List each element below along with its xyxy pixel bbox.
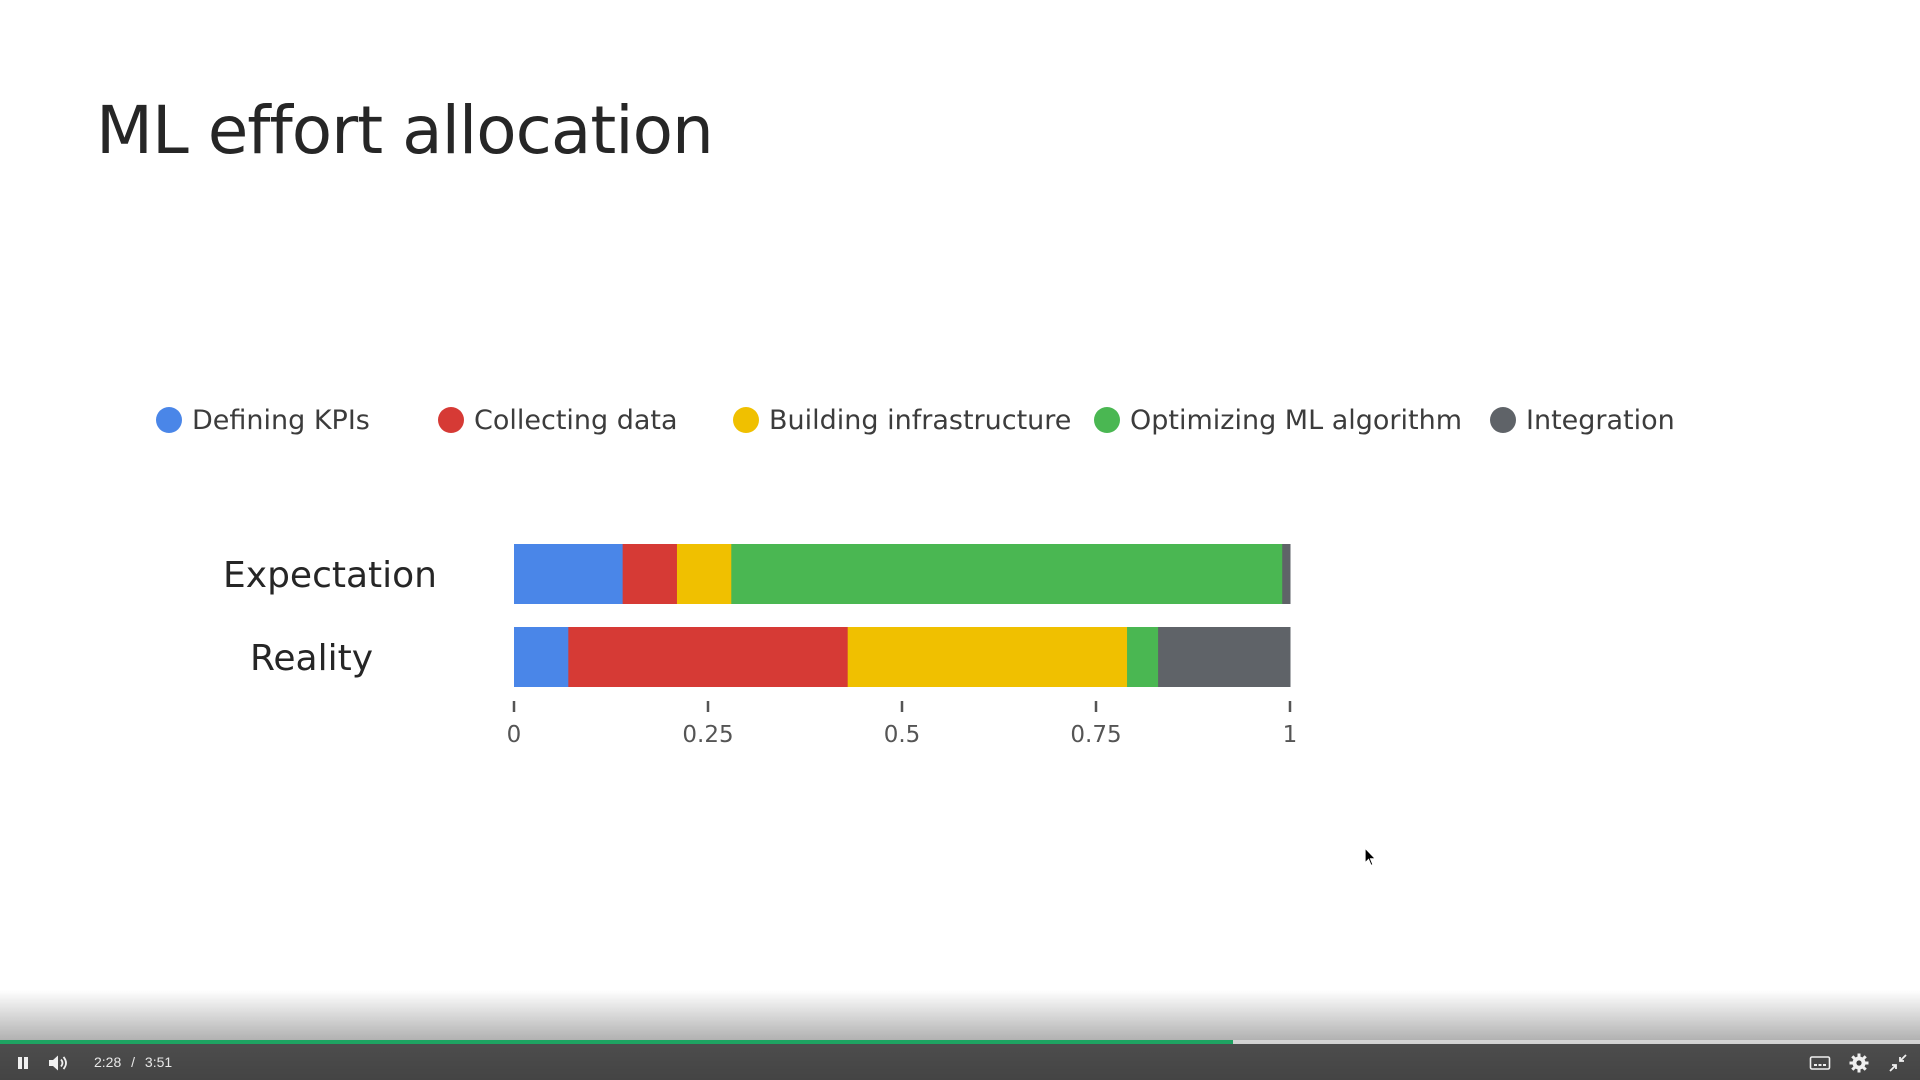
x-axis-tick-label: 0.25 (682, 722, 733, 748)
x-axis-tick-label: 0.75 (1070, 722, 1121, 748)
bar-segment-expectation-defining-kpis (514, 544, 624, 604)
legend-dot-icon (733, 407, 759, 433)
exit-fullscreen-button[interactable] (1885, 1052, 1911, 1074)
legend-dot-icon (1094, 407, 1120, 433)
exit-fullscreen-icon (1889, 1054, 1907, 1072)
stacked-bar-chart: Expectation Reality 0 0.25 0.5 0.75 1 (223, 544, 1298, 748)
bar-segment-expectation-building-infrastructure (676, 544, 732, 604)
bar-segment-reality-defining-kpis (514, 627, 569, 687)
slide-title: ML effort allocation (96, 92, 714, 169)
x-axis-tick-label: 1 (1283, 722, 1298, 748)
bar-segment-reality-collecting-data (568, 627, 849, 687)
duration: 3:51 (144, 1054, 173, 1070)
legend-label: Defining KPIs (192, 404, 370, 436)
legend-item-optimizing-ml-algorithm: Optimizing ML algorithm (1094, 400, 1462, 440)
pause-button[interactable] (10, 1052, 36, 1074)
legend-item-defining-kpis: Defining KPIs (156, 400, 370, 440)
seek-bar-played (0, 1040, 1233, 1044)
bar-segment-expectation-integration (1282, 544, 1291, 604)
control-bar (0, 1044, 1920, 1080)
x-axis-tick-label: 0 (507, 722, 522, 748)
legend-item-building-infrastructure: Building infrastructure (733, 400, 1071, 440)
captions-button[interactable] (1807, 1052, 1833, 1074)
legend-label: Collecting data (474, 404, 678, 436)
bar-segment-reality-integration (1158, 627, 1291, 687)
mouse-cursor-icon (1364, 847, 1377, 867)
legend-label: Integration (1526, 404, 1675, 436)
bar-segment-reality-building-infrastructure (847, 627, 1128, 687)
volume-icon (49, 1055, 67, 1071)
bar-segment-expectation-optimizing-ml-algorithm (731, 544, 1283, 604)
current-time: 2:28 (94, 1054, 122, 1070)
row-label-expectation: Expectation (223, 555, 437, 596)
seek-bar[interactable] (0, 1040, 1920, 1044)
row-label-reality: Reality (250, 638, 373, 679)
volume-button[interactable] (46, 1052, 72, 1074)
time-display: 2:28 / 3:51 (94, 1054, 172, 1070)
legend-item-collecting-data: Collecting data (438, 400, 678, 440)
legend-dot-icon (156, 407, 182, 433)
bar-segment-expectation-collecting-data (622, 544, 678, 604)
x-axis-tick-label: 0.5 (884, 722, 921, 748)
legend-item-integration: Integration (1490, 400, 1675, 440)
settings-button[interactable] (1846, 1052, 1872, 1074)
bar-segment-reality-optimizing-ml-algorithm (1127, 627, 1159, 687)
legend-label: Optimizing ML algorithm (1130, 404, 1463, 436)
pause-icon (18, 1057, 28, 1069)
time-separator: / (131, 1054, 136, 1070)
legend-dot-icon (438, 407, 464, 433)
legend-label: Building infrastructure (769, 404, 1072, 436)
captions-icon (1809, 1056, 1831, 1070)
gear-icon (1849, 1053, 1869, 1073)
legend-dot-icon (1490, 407, 1516, 433)
